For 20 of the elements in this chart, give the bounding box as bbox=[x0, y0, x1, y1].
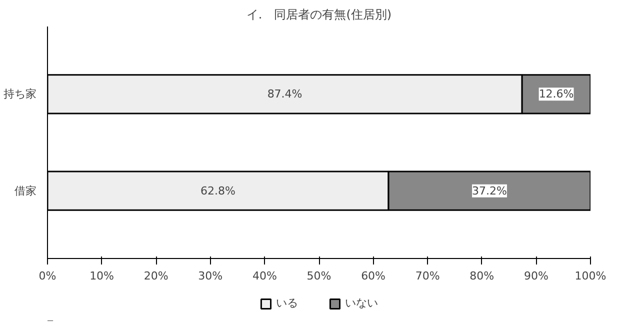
chart-title: イ. 同居者の有無(住居別) bbox=[246, 8, 392, 22]
x-tick-label: 60% bbox=[361, 270, 386, 282]
x-tick-label: 80% bbox=[470, 270, 494, 282]
x-tick-label: 100% bbox=[574, 270, 606, 282]
data-label: 12.6% bbox=[538, 88, 574, 101]
x-tick-label: 0% bbox=[38, 270, 56, 282]
x-tick-label: 10% bbox=[90, 270, 114, 282]
x-tick-label: 20% bbox=[144, 270, 168, 282]
x-tick-label: 40% bbox=[252, 270, 277, 282]
x-tick-label: 30% bbox=[198, 270, 223, 282]
x-tick-label: 90% bbox=[524, 270, 548, 282]
legend-label: いない bbox=[345, 296, 378, 310]
x-tick-label: 50% bbox=[306, 270, 332, 282]
x-tick-label: 70% bbox=[415, 270, 440, 282]
y-tick-label: 借家 bbox=[14, 184, 36, 198]
data-label: 37.2% bbox=[472, 184, 507, 198]
data-label: 87.4% bbox=[267, 88, 302, 101]
legend-label: いる bbox=[276, 296, 298, 310]
y-tick-label: 持ち家 bbox=[4, 88, 36, 101]
data-label: 62.8% bbox=[200, 184, 236, 198]
